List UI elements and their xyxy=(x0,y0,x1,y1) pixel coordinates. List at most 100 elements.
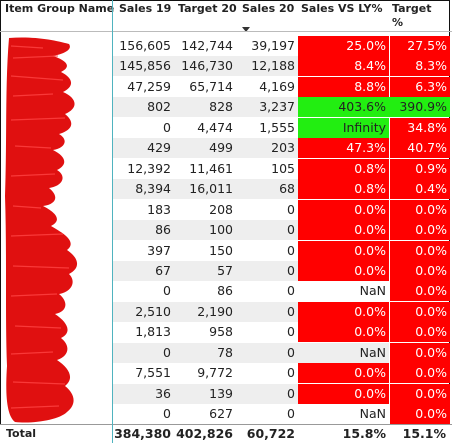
sort-descending-icon[interactable] xyxy=(242,27,250,32)
cell-sales-20: 0 xyxy=(236,260,298,281)
cell-sales-vs-ly: 0.0% xyxy=(298,199,389,220)
cell-target-pct: 0.0% xyxy=(389,363,450,384)
cell-sales-19: 0 xyxy=(112,342,174,363)
cell-sales-19: 145,856 xyxy=(112,56,174,77)
cell-sales-vs-ly: 8.8% xyxy=(298,76,389,97)
cell-sales-vs-ly: 0.8% xyxy=(298,158,389,179)
table-row[interactable]: 156,605 142,744 39,197 25.0% 27.5% xyxy=(0,36,452,56)
cell-target-20: 958 xyxy=(174,322,236,343)
cell-target-20: 57 xyxy=(174,260,236,281)
cell-target-20: 139 xyxy=(174,383,236,404)
cell-sales-19: 67 xyxy=(112,260,174,281)
table-row[interactable]: 802 828 3,237 403.6% 390.9% xyxy=(0,97,452,118)
table-row[interactable]: 36 139 0 0.0% 0.0% xyxy=(0,383,452,404)
table-row[interactable]: 0 627 0 NaN 0.0% xyxy=(0,404,452,425)
cell-target-20: 2,190 xyxy=(174,301,236,322)
cell-target-20: 78 xyxy=(174,342,236,363)
cell-sales-vs-ly: 0.8% xyxy=(298,179,389,200)
cell-sales-20: 0 xyxy=(236,220,298,241)
cell-sales-20: 39,197 xyxy=(236,36,298,56)
cell-target-pct: 0.0% xyxy=(389,281,450,302)
table-row[interactable]: 0 86 0 NaN 0.0% xyxy=(0,281,452,302)
cell-target-20: 142,744 xyxy=(174,36,236,56)
total-row: Total 384,380 402,826 60,722 15.8% 15.1% xyxy=(0,424,452,444)
cell-target-20: 208 xyxy=(174,199,236,220)
cell-target-pct: 40.7% xyxy=(389,138,450,159)
table-row[interactable]: 2,510 2,190 0 0.0% 0.0% xyxy=(0,301,452,322)
cell-target-20: 9,772 xyxy=(174,363,236,384)
cell-sales-19: 183 xyxy=(112,199,174,220)
cell-sales-19: 8,394 xyxy=(112,179,174,200)
total-label: Total xyxy=(6,427,37,440)
cell-target-20: 86 xyxy=(174,281,236,302)
cell-target-pct: 0.9% xyxy=(389,158,450,179)
table-row[interactable]: 67 57 0 0.0% 0.0% xyxy=(0,260,452,281)
column-separator xyxy=(112,0,113,443)
cell-target-pct: 8.3% xyxy=(389,56,450,77)
cell-sales-vs-ly: 0.0% xyxy=(298,322,389,343)
cell-sales-vs-ly: 403.6% xyxy=(298,97,389,118)
cell-target-20: 11,461 xyxy=(174,158,236,179)
cell-sales-vs-ly: NaN xyxy=(298,342,389,363)
total-target-20: 402,826 xyxy=(176,426,233,441)
header-target-pct[interactable]: Target % xyxy=(392,2,432,29)
table-row[interactable]: 145,856 146,730 12,188 8.4% 8.3% xyxy=(0,56,452,77)
cell-sales-19: 0 xyxy=(112,404,174,425)
cell-target-20: 4,474 xyxy=(174,117,236,138)
cell-sales-19: 802 xyxy=(112,97,174,118)
cell-target-pct: 27.5% xyxy=(389,36,450,56)
cell-sales-19: 86 xyxy=(112,220,174,241)
header-sales-vs-ly[interactable]: Sales VS LY% xyxy=(301,2,383,15)
header-divider xyxy=(0,31,452,32)
cell-sales-20: 0 xyxy=(236,199,298,220)
cell-sales-19: 429 xyxy=(112,138,174,159)
cell-sales-20: 105 xyxy=(236,158,298,179)
table-row[interactable]: 183 208 0 0.0% 0.0% xyxy=(0,199,452,220)
header-sales-20[interactable]: Sales 20 xyxy=(242,2,295,15)
cell-sales-vs-ly: 8.4% xyxy=(298,56,389,77)
cell-sales-vs-ly: 47.3% xyxy=(298,138,389,159)
total-sales-vs-ly: 15.8% xyxy=(342,426,386,441)
cell-target-20: 146,730 xyxy=(174,56,236,77)
cell-sales-20: 3,237 xyxy=(236,97,298,118)
table-row[interactable]: 7,551 9,772 0 0.0% 0.0% xyxy=(0,363,452,384)
cell-sales-19: 36 xyxy=(112,383,174,404)
table-row[interactable]: 12,392 11,461 105 0.8% 0.9% xyxy=(0,158,452,179)
cell-sales-19: 0 xyxy=(112,117,174,138)
header-item-group-name[interactable]: Item Group Name xyxy=(5,2,115,15)
cell-sales-20: 0 xyxy=(236,383,298,404)
header-sales-19[interactable]: Sales 19 xyxy=(119,2,172,15)
total-sales-20: 60,722 xyxy=(246,426,295,441)
cell-sales-vs-ly: 0.0% xyxy=(298,240,389,261)
table-row[interactable]: 429 499 203 47.3% 40.7% xyxy=(0,138,452,159)
cell-sales-19: 7,551 xyxy=(112,363,174,384)
table-row[interactable]: 397 150 0 0.0% 0.0% xyxy=(0,240,452,261)
cell-sales-20: 0 xyxy=(236,240,298,261)
cell-target-pct: 0.0% xyxy=(389,404,450,425)
cell-target-pct: 0.4% xyxy=(389,179,450,200)
cell-target-20: 828 xyxy=(174,97,236,118)
table-row[interactable]: 47,259 65,714 4,169 8.8% 6.3% xyxy=(0,76,452,97)
table-row[interactable]: 8,394 16,011 68 0.8% 0.4% xyxy=(0,179,452,200)
cell-sales-20: 0 xyxy=(236,301,298,322)
table-row[interactable]: 0 78 0 NaN 0.0% xyxy=(0,342,452,363)
cell-sales-20: 68 xyxy=(236,179,298,200)
cell-sales-19: 156,605 xyxy=(112,36,174,56)
cell-sales-19: 397 xyxy=(112,240,174,261)
cell-sales-20: 12,188 xyxy=(236,56,298,77)
cell-sales-20: 203 xyxy=(236,138,298,159)
cell-sales-vs-ly: Infinity xyxy=(298,117,389,138)
cell-target-pct: 0.0% xyxy=(389,260,450,281)
cell-sales-19: 47,259 xyxy=(112,76,174,97)
cell-target-pct: 0.0% xyxy=(389,342,450,363)
cell-target-pct: 390.9% xyxy=(389,97,450,118)
table-row[interactable]: 86 100 0 0.0% 0.0% xyxy=(0,220,452,241)
table-row[interactable]: 1,813 958 0 0.0% 0.0% xyxy=(0,322,452,343)
cell-sales-20: 0 xyxy=(236,342,298,363)
table-row[interactable]: 0 4,474 1,555 Infinity 34.8% xyxy=(0,117,452,138)
cell-target-pct: 0.0% xyxy=(389,322,450,343)
cell-target-pct: 0.0% xyxy=(389,199,450,220)
cell-sales-vs-ly: 0.0% xyxy=(298,260,389,281)
cell-sales-20: 0 xyxy=(236,363,298,384)
header-target-20[interactable]: Target 20 xyxy=(178,2,237,15)
